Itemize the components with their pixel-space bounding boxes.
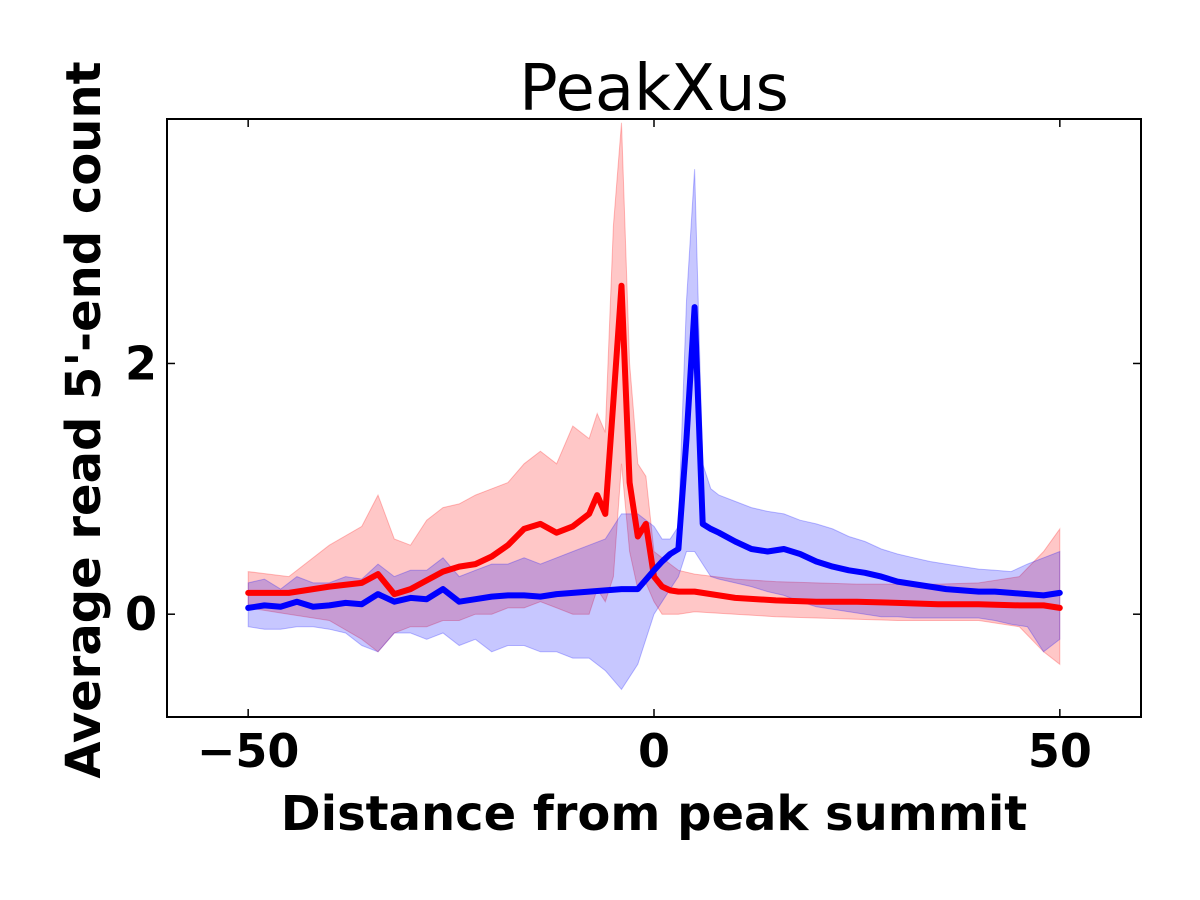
series-0-band [247, 122, 1061, 666]
confidence-bands [247, 122, 1061, 691]
x-tick-label: 50 [1028, 724, 1092, 778]
series-lines [245, 282, 1063, 611]
y-tick-label: 0 [125, 587, 157, 641]
x-tick-label: −50 [197, 724, 300, 778]
axis-ticks: −50 0 50 0 2 [125, 119, 1141, 778]
chart-title: PeakXus [519, 52, 789, 126]
plot-frame [166, 118, 1142, 718]
series-1-line [245, 304, 1063, 611]
y-tick-label: 2 [125, 336, 157, 390]
series-1-band [247, 169, 1061, 691]
y-axis-label: Average read 5'-end count [56, 61, 112, 778]
x-tick-label: 0 [638, 724, 670, 778]
x-axis-label: Distance from peak summit [281, 786, 1027, 842]
series-0-line [245, 282, 1063, 611]
